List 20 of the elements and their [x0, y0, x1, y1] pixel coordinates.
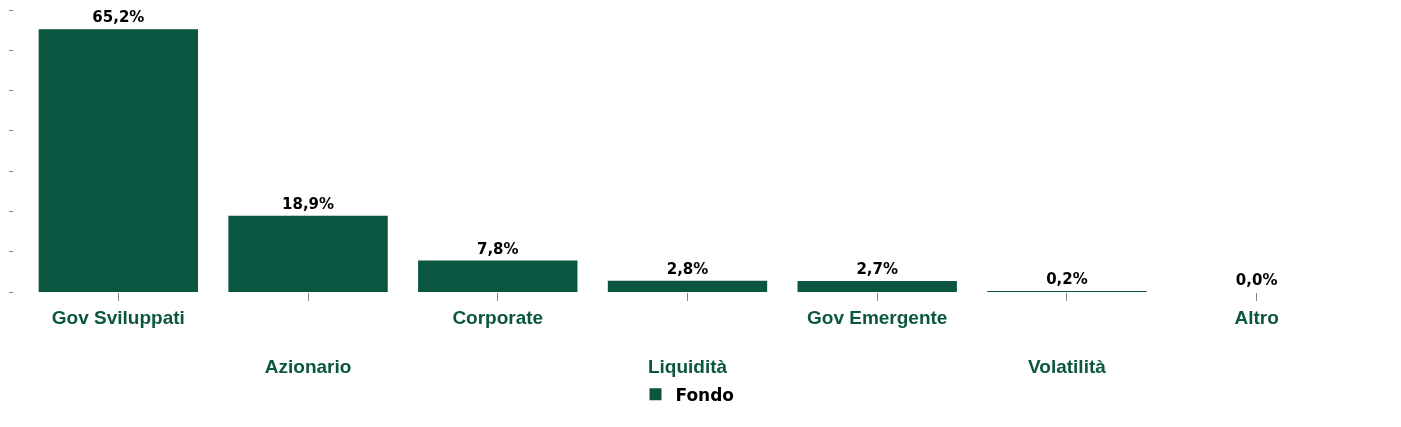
x-tick-label: Corporate [452, 306, 544, 328]
x-tick-label: Volatilità [1028, 356, 1107, 378]
data-label: 65,2% [92, 8, 145, 27]
bar [607, 280, 768, 292]
bar [228, 215, 388, 292]
x-tick-label: Gov Emergente [807, 306, 948, 328]
x-tick-label: Gov Sviluppati [51, 306, 185, 328]
bar [418, 260, 578, 292]
x-tick-label: Liquidità [647, 356, 728, 378]
data-label: 0,2% [1046, 270, 1088, 288]
x-tick-label: Altro [1234, 306, 1279, 328]
bar [38, 29, 199, 292]
x-tick-label: Azionario [264, 356, 352, 378]
data-label: 18,9% [282, 194, 335, 213]
data-label: 7,8% [476, 239, 519, 258]
legend-label: Fondo [675, 384, 735, 405]
bar [797, 281, 957, 292]
data-label: 2,7% [856, 260, 899, 279]
data-label: 2,8% [666, 259, 709, 278]
data-label: 0,0% [1235, 271, 1278, 289]
